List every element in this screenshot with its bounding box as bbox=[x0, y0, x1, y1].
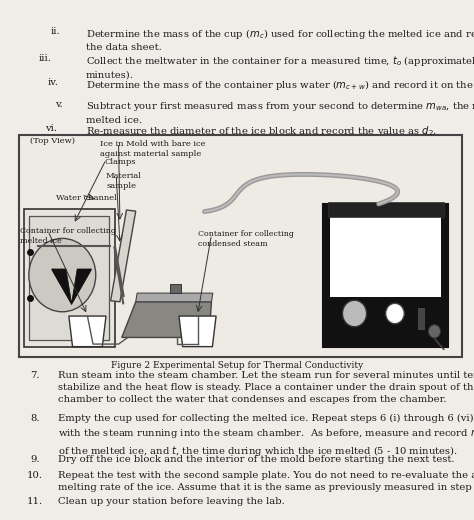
Polygon shape bbox=[136, 293, 213, 302]
Circle shape bbox=[29, 238, 96, 312]
Text: Collect the meltwater in the container for a measured time, $t_o$ (approximately: Collect the meltwater in the container f… bbox=[86, 54, 474, 80]
Polygon shape bbox=[69, 316, 106, 347]
Bar bbox=[18, 135, 462, 357]
Bar bbox=[170, 284, 181, 293]
Text: (Top View): (Top View) bbox=[30, 137, 75, 145]
Text: 10.: 10. bbox=[27, 471, 43, 480]
Text: Container for collecting
melted ice: Container for collecting melted ice bbox=[20, 227, 116, 245]
Bar bbox=[24, 209, 115, 347]
Text: vi.: vi. bbox=[45, 124, 57, 134]
Text: Determine the mass of the container plus water ($m_{c+w}$) and record it on the : Determine the mass of the container plus… bbox=[86, 77, 474, 92]
Polygon shape bbox=[179, 316, 216, 347]
Text: Re-measure the diameter of the ice block and record the value as $d_2$.: Re-measure the diameter of the ice block… bbox=[86, 124, 437, 138]
Polygon shape bbox=[72, 269, 91, 303]
Polygon shape bbox=[122, 302, 211, 337]
Text: Container for collecting
condensed steam: Container for collecting condensed steam bbox=[198, 230, 293, 248]
Text: 9.: 9. bbox=[30, 454, 40, 464]
Text: Clean up your station before leaving the lab.: Clean up your station before leaving the… bbox=[58, 497, 285, 506]
Circle shape bbox=[342, 300, 366, 327]
Text: Run steam into the steam chamber. Let the steam run for several minutes until te: Run steam into the steam chamber. Let th… bbox=[58, 371, 474, 404]
Text: 11.: 11. bbox=[27, 497, 43, 506]
Text: Determine the mass of the cup ($m_c$) used for collecting the melted ice and rec: Determine the mass of the cup ($m_c$) us… bbox=[86, 27, 474, 53]
Text: Clamps: Clamps bbox=[105, 158, 136, 166]
Text: Figure 2 Experimental Setup for Thermal Conductivity: Figure 2 Experimental Setup for Thermal … bbox=[111, 361, 363, 370]
Text: Dry off the ice block and the interior of the mold before starting the next test: Dry off the ice block and the interior o… bbox=[58, 454, 455, 464]
Text: iii.: iii. bbox=[38, 54, 51, 62]
Text: Subtract your first measured mass from your second to determine $m_{wa}$, the ma: Subtract your first measured mass from y… bbox=[86, 100, 474, 125]
Circle shape bbox=[386, 303, 404, 323]
Text: Material
sample: Material sample bbox=[106, 172, 142, 190]
Circle shape bbox=[428, 324, 440, 338]
Circle shape bbox=[59, 271, 66, 279]
Text: Repeat the test with the second sample plate. You do not need to re-evaluate the: Repeat the test with the second sample p… bbox=[58, 471, 474, 492]
Text: 8.: 8. bbox=[30, 414, 40, 423]
Text: 7.: 7. bbox=[30, 371, 40, 380]
Text: Water channel: Water channel bbox=[56, 194, 117, 202]
Text: ii.: ii. bbox=[51, 27, 61, 35]
Bar bbox=[418, 308, 424, 329]
Polygon shape bbox=[52, 269, 72, 303]
Polygon shape bbox=[110, 210, 136, 302]
Text: Ice in Mold with bare ice
against material sample: Ice in Mold with bare ice against materi… bbox=[100, 140, 205, 158]
Bar bbox=[328, 202, 444, 217]
Text: v.: v. bbox=[55, 100, 63, 110]
Bar bbox=[330, 208, 441, 297]
Text: iv.: iv. bbox=[47, 77, 58, 86]
Bar bbox=[29, 216, 109, 340]
Text: Empty the cup used for collecting the melted ice. Repeat steps 6 (i) through 6 (: Empty the cup used for collecting the me… bbox=[58, 414, 474, 458]
Bar bbox=[323, 204, 448, 347]
